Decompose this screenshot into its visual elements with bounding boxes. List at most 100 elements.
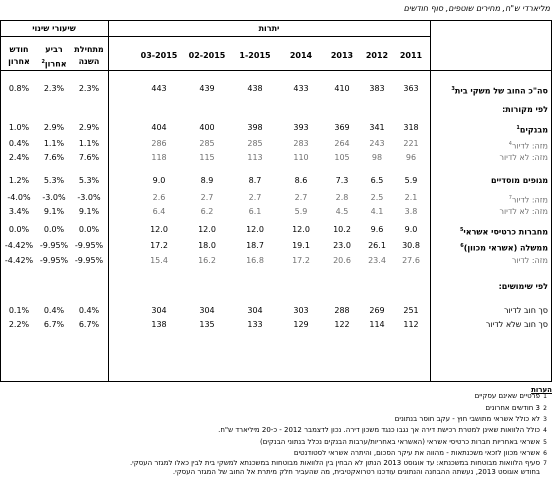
change-cell: 0.4%	[78, 306, 100, 315]
value-cell: 12.0	[246, 225, 264, 234]
value-cell: 288	[334, 306, 350, 315]
footnote-number: 3	[543, 416, 547, 423]
value-cell: 12.0	[198, 225, 216, 234]
value-cell: 18.7	[246, 241, 264, 250]
value-cell: 8.9	[200, 176, 214, 185]
page-title: מליארדי ש"ח, מחירים שוטפים, סוף חודשים	[403, 4, 550, 13]
change-cell: 2.9%	[78, 123, 100, 132]
footnote-number: 7	[543, 460, 547, 467]
value-cell: 129	[293, 320, 309, 329]
value-cell: 118	[151, 153, 167, 162]
value-cell: 26.1	[368, 241, 386, 250]
date-column-header: 2013	[330, 51, 354, 60]
value-cell: 8.7	[248, 176, 262, 185]
change-cell: 2.4%	[8, 153, 30, 162]
value-cell: 6.4	[152, 207, 166, 216]
value-cell: 110	[293, 153, 309, 162]
row-label: מחברות כרטיסי אשראי5	[459, 227, 548, 237]
change-cell: 6.7%	[78, 320, 100, 329]
row-label: ממשלה (אשראי מכוון)6	[460, 243, 548, 253]
change-cell: -9.95%	[74, 256, 104, 265]
value-cell: 7.3	[335, 176, 349, 185]
value-cell: 96	[405, 153, 417, 162]
value-cell: 15.4	[150, 256, 168, 265]
value-cell: 318	[403, 123, 419, 132]
value-cell: 105	[334, 153, 350, 162]
value-cell: 8.6	[294, 176, 308, 185]
change-cell: -9.95%	[39, 241, 69, 250]
row-label: לפי שימושים:	[498, 282, 548, 291]
value-cell: 133	[247, 320, 263, 329]
value-cell: 6.5	[370, 176, 384, 185]
value-cell: 439	[199, 84, 215, 93]
change-column-header: מתחילת השנה	[74, 45, 104, 66]
footnote-text: סעיף הלוואות מבוטחות במשכנתא: עד אוגוסט …	[129, 459, 540, 467]
value-cell: 23.0	[333, 241, 351, 250]
value-cell: 2.7	[200, 193, 214, 202]
value-cell: 2.7	[248, 193, 262, 202]
value-cell: 304	[151, 306, 167, 315]
value-cell: 3.8	[404, 207, 418, 216]
change-header-underline	[0, 36, 108, 37]
value-cell: 12.0	[292, 225, 310, 234]
value-cell: 12.0	[150, 225, 168, 234]
table-right-border	[551, 20, 552, 382]
change-cell: 2.3%	[78, 84, 100, 93]
footnote-text: אשראי מכוון לזכאי משכנתאות - מהווה את עי…	[293, 449, 540, 457]
change-cell: -4.0%	[7, 193, 31, 202]
date-column-header: 2011	[399, 51, 423, 60]
value-cell: 2.6	[152, 193, 166, 202]
row-label: מזה: לדיור7	[508, 195, 548, 205]
date-column-header: 03-2015	[140, 51, 178, 60]
value-cell: 2.5	[370, 193, 384, 202]
footnote-text: 3 חודשים אחרונים	[485, 404, 540, 412]
change-cell: -4.42%	[4, 241, 34, 250]
row-label: מזה: לדיור4	[508, 141, 548, 151]
change-cell: -9.95%	[39, 256, 69, 265]
footnote-number: 5	[543, 439, 547, 446]
value-cell: 122	[334, 320, 350, 329]
value-cell: 23.4	[368, 256, 386, 265]
change-cell: -3.0%	[77, 193, 101, 202]
value-cell: 304	[247, 306, 263, 315]
value-cell: 2.8	[335, 193, 349, 202]
change-cell: 0.4%	[8, 139, 30, 148]
value-cell: 2.7	[294, 193, 308, 202]
change-group-header: שיעורי שינוי	[32, 24, 76, 33]
balances-header-underline	[108, 36, 430, 37]
date-column-header: 2014	[289, 51, 313, 60]
value-cell: 285	[199, 139, 215, 148]
value-cell: 264	[334, 139, 350, 148]
value-cell: 221	[403, 139, 419, 148]
value-cell: 383	[369, 84, 385, 93]
change-cell: 2.2%	[8, 320, 30, 329]
change-cell: 2.3%	[43, 84, 65, 93]
value-cell: 16.2	[198, 256, 216, 265]
value-cell: 5.9	[404, 176, 418, 185]
footnote-text: לא כולל אשראי מתושבי חוץ - עקב חוסר בנתו…	[394, 415, 540, 423]
row-label: סך חוב לדיור	[503, 306, 548, 315]
value-cell: 2.1	[404, 193, 418, 202]
value-cell: 400	[199, 123, 215, 132]
row-label: לפי מקורות:	[502, 105, 548, 114]
row-label: סה"כ החוב של משקי בית3	[451, 86, 548, 96]
value-cell: 9.0	[152, 176, 166, 185]
value-cell: 303	[293, 306, 309, 315]
change-cell: -9.95%	[74, 241, 104, 250]
value-cell: 9.6	[370, 225, 384, 234]
change-cell: 0.0%	[8, 225, 30, 234]
change-cell: 1.1%	[43, 139, 65, 148]
footnote-number: 6	[543, 450, 547, 457]
value-cell: 4.5	[335, 207, 349, 216]
value-cell: 404	[151, 123, 167, 132]
value-cell: 135	[199, 320, 215, 329]
change-column-header: חודש אחרון	[8, 45, 30, 66]
change-cell: -4.42%	[4, 256, 34, 265]
row-label: סך חוב שלא לדיור	[485, 320, 548, 329]
change-cell: 1.0%	[8, 123, 30, 132]
date-column-header: 1-2015	[239, 51, 271, 60]
change-column-header: רביע אחרון2	[41, 45, 67, 69]
value-cell: 369	[334, 123, 350, 132]
value-cell: 17.2	[150, 241, 168, 250]
